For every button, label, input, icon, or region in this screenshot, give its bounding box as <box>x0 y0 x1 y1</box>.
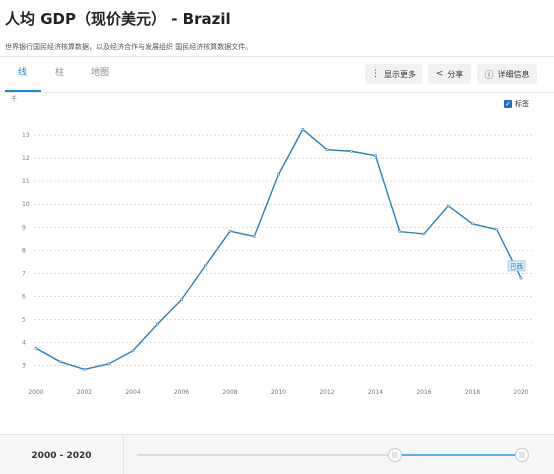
data-point <box>277 173 280 176</box>
x-tick-label: 2014 <box>368 389 383 396</box>
data-point <box>398 230 402 234</box>
data-point <box>301 127 305 131</box>
y-tick-label: 10 <box>22 201 30 208</box>
data-point <box>180 298 183 302</box>
checkbox-checked-icon[interactable]: ✓ <box>504 100 512 108</box>
data-point <box>252 235 256 238</box>
data-point <box>325 148 329 152</box>
x-tick-label: 2010 <box>271 389 286 396</box>
line-chart: 千 3 4 5 6 7 8 9 10 11 12 13 2000 2002 2004 2006 2008 2010… <box>11 95 533 396</box>
series-end-label-box <box>507 260 526 272</box>
y-tick-label: 13 <box>22 132 30 139</box>
vertical-dots-icon: ⋮ <box>371 69 380 79</box>
tab-bar[interactable]: 柱 <box>55 68 65 78</box>
y-tick-label: 4 <box>22 339 26 346</box>
series-end-label: 巴西 <box>510 262 524 270</box>
details-label: 详细信息 <box>497 69 530 79</box>
data-point <box>131 349 135 353</box>
data-point <box>155 322 159 326</box>
data-point <box>58 360 62 364</box>
range-slider-track[interactable]: ||| ||| <box>137 448 529 462</box>
y-tick-label: 12 <box>22 155 30 162</box>
x-tick-label: 2000 <box>28 389 43 396</box>
data-point <box>107 362 111 366</box>
range-slider-fill <box>394 454 522 456</box>
data-point <box>374 154 377 158</box>
data-point <box>422 232 426 236</box>
labels-toggle-label: 标签 <box>515 100 529 108</box>
y-tick-label: 8 <box>22 247 26 254</box>
page-title: 人均 GDP（现价美元） - Brazil <box>5 10 231 28</box>
tab-line[interactable]: 线 <box>18 68 28 78</box>
y-tick-label: 7 <box>22 270 26 277</box>
x-tick-label: 2020 <box>513 389 528 396</box>
series-line <box>35 128 522 371</box>
details-button[interactable]: ⓘ 详细信息 <box>477 64 537 84</box>
data-point <box>446 204 450 208</box>
tabs-divider <box>0 92 554 93</box>
info-icon: ⓘ <box>484 70 494 81</box>
data-point <box>83 367 86 371</box>
x-tick-label: 2016 <box>416 389 431 396</box>
data-point <box>471 222 474 226</box>
share-button[interactable]: < 分享 <box>428 64 471 84</box>
share-icon: < <box>435 69 444 79</box>
range-end: 2020 <box>66 450 92 461</box>
y-tick-label: 3 <box>22 362 26 369</box>
data-point <box>34 346 38 350</box>
labels-toggle[interactable]: ✓ 标签 <box>504 99 529 109</box>
x-tick-label: 2006 <box>174 389 189 396</box>
y-unit-label: 千 <box>11 95 17 103</box>
year-range-label: 2000 - 2020 <box>0 435 124 474</box>
x-tick-label: 2018 <box>465 389 480 396</box>
range-footer: 2000 - 2020 ||| ||| <box>0 434 554 474</box>
data-point <box>349 149 353 153</box>
active-tab-indicator <box>5 90 41 92</box>
range-slider-start-handle[interactable]: ||| <box>387 448 402 462</box>
data-point <box>204 263 208 267</box>
x-tick-label: 2008 <box>222 389 237 396</box>
data-point <box>519 276 523 280</box>
range-start: 2000 <box>31 450 57 461</box>
x-tick-label: 2012 <box>319 389 334 396</box>
y-tick-label: 6 <box>22 293 26 300</box>
range-slider-end-handle[interactable]: ||| <box>515 448 529 462</box>
range-separator: - <box>56 450 67 461</box>
x-tick-label: 2002 <box>77 389 92 396</box>
show-more-button[interactable]: ⋮ 显示更多 <box>365 64 422 84</box>
share-label: 分享 <box>447 69 464 79</box>
y-tick-label: 11 <box>22 178 30 185</box>
data-point <box>495 228 499 231</box>
x-tick-label: 2004 <box>125 389 140 396</box>
page-subtitle: 世界银行国民经济核算数据，以及经济合作与发展组织 国民经济核算数据文件。 <box>5 43 253 51</box>
chart-panel: 线 柱 地图 ⋮ 显示更多 < 分享 ⓘ 详细信息 ✓ 标签 千 3 4 5 6 7 8 9 1… <box>0 56 554 474</box>
y-tick-label: 5 <box>22 316 26 323</box>
data-point <box>228 229 232 233</box>
show-more-label: 显示更多 <box>384 69 416 79</box>
y-tick-label: 9 <box>22 224 26 231</box>
tab-map[interactable]: 地图 <box>91 68 110 78</box>
